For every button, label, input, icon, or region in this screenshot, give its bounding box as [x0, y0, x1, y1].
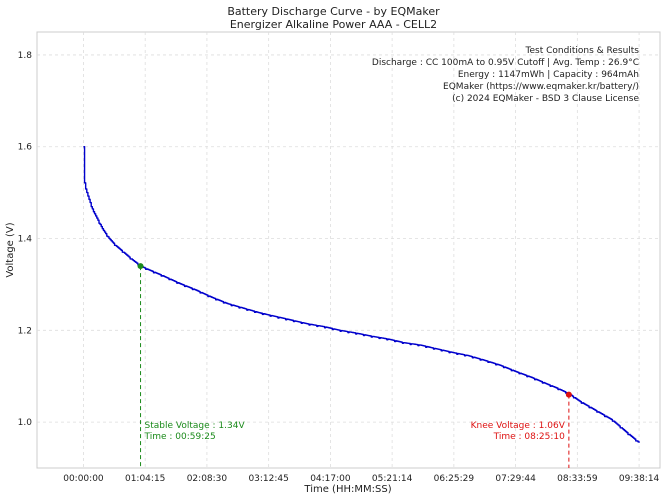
x-tick-label: 03:12:45 — [248, 474, 288, 484]
stable-annotation-line2: Time : 00:59:25 — [144, 432, 216, 442]
y-tick-label: 1.8 — [18, 51, 33, 61]
knee-annotation-line2: Time : 08:25:10 — [493, 432, 565, 442]
x-tick-label: 06:25:29 — [434, 474, 475, 484]
x-tick-label: 01:04:15 — [125, 474, 165, 484]
voltage-series-line — [83, 146, 640, 443]
info-box-line: Test Conditions & Results — [525, 46, 640, 56]
x-axis-label: Time (HH:MM:SS) — [303, 484, 391, 495]
x-tick-label: 07:29:44 — [495, 474, 536, 484]
y-tick-label: 1.6 — [18, 143, 33, 153]
knee-annotation-line1: Knee Voltage : 1.06V — [471, 421, 566, 431]
info-box-line: EQMaker (https://www.eqmaker.kr/battery/… — [443, 82, 639, 92]
x-tick-label: 04:17:00 — [310, 474, 351, 484]
info-box-line: Energy : 1147mWh | Capacity : 964mAh — [458, 70, 639, 80]
x-tick-label: 09:38:14 — [619, 474, 660, 484]
x-tick-label: 00:00:00 — [63, 474, 104, 484]
stable-annotation-line1: Stable Voltage : 1.34V — [145, 421, 246, 431]
y-tick-label: 1.0 — [18, 418, 33, 428]
y-axis-label: Voltage (V) — [5, 222, 16, 277]
y-tick-label: 1.2 — [18, 326, 32, 336]
chart-subtitle: Energizer Alkaline Power AAA - CELL2 — [229, 18, 438, 31]
y-tick-label: 1.4 — [18, 235, 33, 245]
x-tick-label: 05:21:14 — [372, 474, 413, 484]
plot-frame — [36, 31, 661, 469]
knee-point — [565, 391, 572, 398]
info-box-line: (c) 2024 EQMaker - BSD 3 Clause License — [452, 94, 639, 104]
info-box-line: Discharge : CC 100mA to 0.95V Cutoff | A… — [372, 58, 639, 68]
x-tick-label: 02:08:30 — [187, 474, 228, 484]
stable-point — [137, 263, 144, 270]
x-tick-label: 08:33:59 — [557, 474, 598, 484]
chart-title: Battery Discharge Curve - by EQMaker — [227, 5, 440, 18]
